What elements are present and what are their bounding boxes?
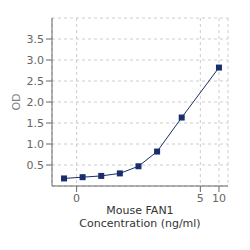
svg-text:5: 5 bbox=[197, 192, 204, 205]
svg-text:0.5: 0.5 bbox=[27, 159, 45, 172]
svg-text:3.5: 3.5 bbox=[27, 33, 45, 46]
svg-text:1.0: 1.0 bbox=[27, 138, 45, 151]
svg-text:0: 0 bbox=[73, 192, 80, 205]
svg-text:2.0: 2.0 bbox=[27, 96, 45, 109]
svg-text:3.0: 3.0 bbox=[27, 54, 45, 67]
svg-text:2.5: 2.5 bbox=[27, 75, 45, 88]
svg-text:OD: OD bbox=[10, 93, 23, 110]
svg-text:Concentration (ng/ml): Concentration (ng/ml) bbox=[79, 217, 200, 230]
svg-text:10: 10 bbox=[212, 192, 226, 205]
svg-text:1.5: 1.5 bbox=[27, 117, 45, 130]
svg-text:Mouse FAN1: Mouse FAN1 bbox=[106, 204, 173, 217]
